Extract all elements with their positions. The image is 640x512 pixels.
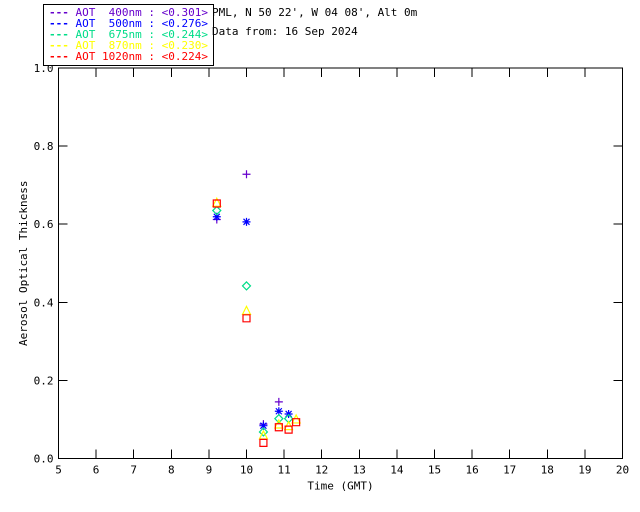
- data-point-aot-1020nm: [274, 423, 283, 432]
- header: PML, N 50 22', W 04 08', Alt 0m Data fro…: [212, 7, 417, 38]
- data-point-aot-1020nm: [292, 418, 301, 427]
- data-point-aot-675nm: [273, 413, 284, 424]
- data-point-aot-870nm: [211, 196, 222, 207]
- legend-dash-line: ---: [49, 39, 69, 52]
- legend-entry: --- AOT 500nm : <0.276>: [49, 18, 208, 29]
- legend-dash-line: ---: [49, 6, 69, 19]
- data-point-aot-870nm: [258, 429, 269, 440]
- x-tick-label: 20: [616, 464, 629, 477]
- data-point-aot-675nm: [211, 205, 222, 216]
- x-tick-label: 18: [541, 464, 554, 477]
- x-tick-label: 14: [390, 464, 404, 477]
- x-tick-label: 19: [578, 464, 591, 477]
- x-tick-label: 6: [93, 464, 100, 477]
- data-point-aot-675nm: [241, 281, 252, 291]
- legend-label: AOT 870nm : <0.230>: [75, 39, 208, 52]
- legend-dash-line: ---: [49, 28, 69, 41]
- legend-entry: --- AOT 870nm : <0.230>: [49, 40, 208, 51]
- legend-label: AOT 1020nm : <0.224>: [75, 50, 208, 63]
- x-tick-label: 8: [168, 464, 175, 477]
- x-tick-label: 17: [503, 464, 516, 477]
- x-tick-label: 13: [353, 464, 366, 477]
- y-tick-label: 0.2: [34, 374, 54, 387]
- data-point-aot-1020nm: [259, 438, 268, 447]
- x-tick-label: 15: [428, 464, 441, 477]
- x-tick-label: 5: [55, 464, 62, 477]
- legend-dash-line: ---: [49, 50, 69, 63]
- y-tick-label: 0.6: [34, 218, 54, 231]
- data-point-aot-500nm: [274, 407, 283, 416]
- x-tick-label: 12: [315, 464, 328, 477]
- x-tick-label: 11: [277, 464, 290, 477]
- data-date: Data from: 16 Sep 2024: [212, 25, 358, 38]
- data-point-aot-1020nm: [284, 425, 293, 434]
- y-tick-label: 0.0: [34, 453, 54, 466]
- data-point-aot-500nm: [242, 217, 251, 226]
- data-point-aot-500nm: [259, 421, 268, 430]
- x-axis-title: Time (GMT): [307, 480, 373, 493]
- data-point-aot-400nm: [242, 170, 251, 179]
- station-title: PML, N 50 22', W 04 08', Alt 0m: [212, 6, 418, 19]
- axes-frame: [58, 67, 623, 459]
- legend-label: AOT 675nm : <0.244>: [75, 28, 208, 41]
- data-point-aot-1020nm: [242, 314, 251, 323]
- legend-entry: --- AOT 1020nm : <0.224>: [49, 51, 208, 62]
- legend-label: AOT 500nm : <0.276>: [75, 17, 208, 30]
- y-tick-label: 0.4: [34, 296, 54, 309]
- data-point-aot-1020nm: [212, 199, 221, 208]
- legend-dash-line: ---: [49, 17, 69, 30]
- x-tick-label: 10: [240, 464, 253, 477]
- x-tick-label: 9: [206, 464, 213, 477]
- y-tick-label: 0.8: [34, 140, 54, 153]
- data-point-aot-870nm: [241, 305, 252, 315]
- data-point-aot-675nm: [258, 427, 269, 437]
- x-tick-label: 16: [465, 464, 478, 477]
- legend-label: AOT 400nm : <0.301>: [75, 6, 208, 19]
- data-point-aot-500nm: [212, 212, 221, 221]
- y-axis-title: Aerosol Optical Thickness: [17, 180, 30, 346]
- x-tick-label: 7: [130, 464, 137, 477]
- legend-entry: --- AOT 400nm : <0.301>: [49, 7, 208, 18]
- legend-box: --- AOT 400nm : <0.301> --- AOT 500nm : <…: [43, 4, 214, 66]
- legend-entry: --- AOT 675nm : <0.244>: [49, 29, 208, 40]
- data-point-aot-400nm: [274, 397, 283, 406]
